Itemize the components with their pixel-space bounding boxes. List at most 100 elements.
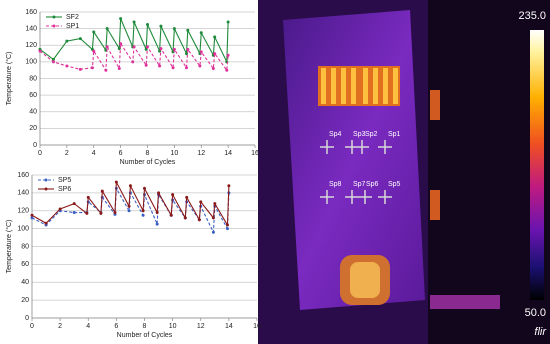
spot-markers <box>320 140 392 204</box>
point <box>72 202 76 206</box>
x-tick-label: 6 <box>114 323 118 330</box>
x-tick-label: 12 <box>197 323 205 330</box>
x-tick-label: 12 <box>197 150 205 157</box>
point <box>30 216 34 220</box>
logo: flir <box>534 326 547 338</box>
point <box>114 180 118 184</box>
x-tick-label: 0 <box>38 150 42 157</box>
point <box>211 216 215 220</box>
y-tick-label: 140 <box>25 25 37 32</box>
point <box>199 50 203 54</box>
point <box>65 64 69 68</box>
x-tick-label: 2 <box>65 150 69 157</box>
x-tick-label: 8 <box>143 323 147 330</box>
point <box>159 47 163 51</box>
point <box>117 67 121 71</box>
point <box>171 193 175 197</box>
point <box>132 45 136 49</box>
point <box>119 42 123 46</box>
point <box>51 57 55 61</box>
point <box>211 230 215 234</box>
spot-label: Sp1 <box>388 131 401 138</box>
point <box>86 195 90 199</box>
spot-label: Sp6 <box>366 181 379 188</box>
point <box>99 211 103 215</box>
y-tick-label: 60 <box>29 92 37 99</box>
point <box>155 211 159 215</box>
point <box>171 66 175 70</box>
spot-label: Sp7 <box>353 181 366 188</box>
point <box>44 221 48 225</box>
x-tick-label: 16 <box>253 323 261 330</box>
spot-label: Sp4 <box>329 131 342 138</box>
legend-label: SP1 <box>66 23 79 30</box>
point <box>127 209 131 213</box>
spot-label: Sp3 <box>353 131 366 138</box>
point <box>105 27 109 31</box>
point <box>78 67 82 71</box>
point <box>146 22 149 26</box>
color-scale <box>530 30 544 300</box>
series-line <box>39 41 229 72</box>
legend-marker <box>52 15 56 19</box>
point <box>169 213 173 217</box>
x-tick-label: 16 <box>251 150 259 157</box>
point <box>155 222 159 226</box>
legend-marker <box>52 24 56 28</box>
point <box>198 64 202 68</box>
y-tick-label: 100 <box>17 225 29 232</box>
point <box>225 227 229 231</box>
legend-marker <box>44 187 48 191</box>
y-tick-label: 100 <box>25 59 37 66</box>
spot-label: Sp2 <box>365 131 378 138</box>
y-tick-label: 0 <box>25 315 29 322</box>
y-tick-label: 140 <box>17 190 29 197</box>
point <box>92 49 96 53</box>
x-axis-label: Number of Cycles <box>117 332 173 339</box>
point <box>65 39 69 43</box>
point <box>144 63 148 67</box>
x-tick-label: 4 <box>92 150 96 157</box>
scale-min: 50.0 <box>525 307 546 319</box>
y-tick-label: 20 <box>21 297 29 304</box>
point <box>213 35 217 39</box>
point <box>184 66 188 70</box>
point <box>128 184 132 188</box>
point <box>38 49 42 53</box>
point <box>113 211 117 215</box>
x-tick-label: 8 <box>146 150 150 157</box>
point <box>51 60 55 64</box>
y-tick-label: 40 <box>29 109 37 116</box>
point <box>157 191 161 195</box>
hot-edge <box>430 90 440 120</box>
point <box>78 37 82 41</box>
series-line <box>31 180 230 227</box>
point <box>226 53 230 57</box>
pipe <box>430 295 500 309</box>
point <box>225 223 229 227</box>
y-tick-label: 120 <box>17 208 29 215</box>
x-tick-label: 14 <box>225 323 233 330</box>
point <box>186 28 190 32</box>
spot-label: Sp5 <box>388 181 401 188</box>
y-tick-label: 160 <box>17 172 29 179</box>
point <box>172 27 176 31</box>
point <box>213 202 217 206</box>
point <box>158 64 162 68</box>
point <box>72 211 76 215</box>
hot-edge <box>430 190 440 220</box>
point <box>146 45 149 49</box>
point <box>184 52 188 56</box>
legend-label: SF2 <box>66 14 79 21</box>
point <box>100 189 104 193</box>
y-tick-label: 60 <box>21 261 29 268</box>
y-tick-label: 120 <box>25 42 37 49</box>
point <box>127 204 131 208</box>
scale-max: 235.0 <box>518 10 546 22</box>
point <box>132 20 136 24</box>
point <box>143 186 146 190</box>
point <box>58 207 62 211</box>
x-axis-label: Number of Cycles <box>120 159 176 166</box>
